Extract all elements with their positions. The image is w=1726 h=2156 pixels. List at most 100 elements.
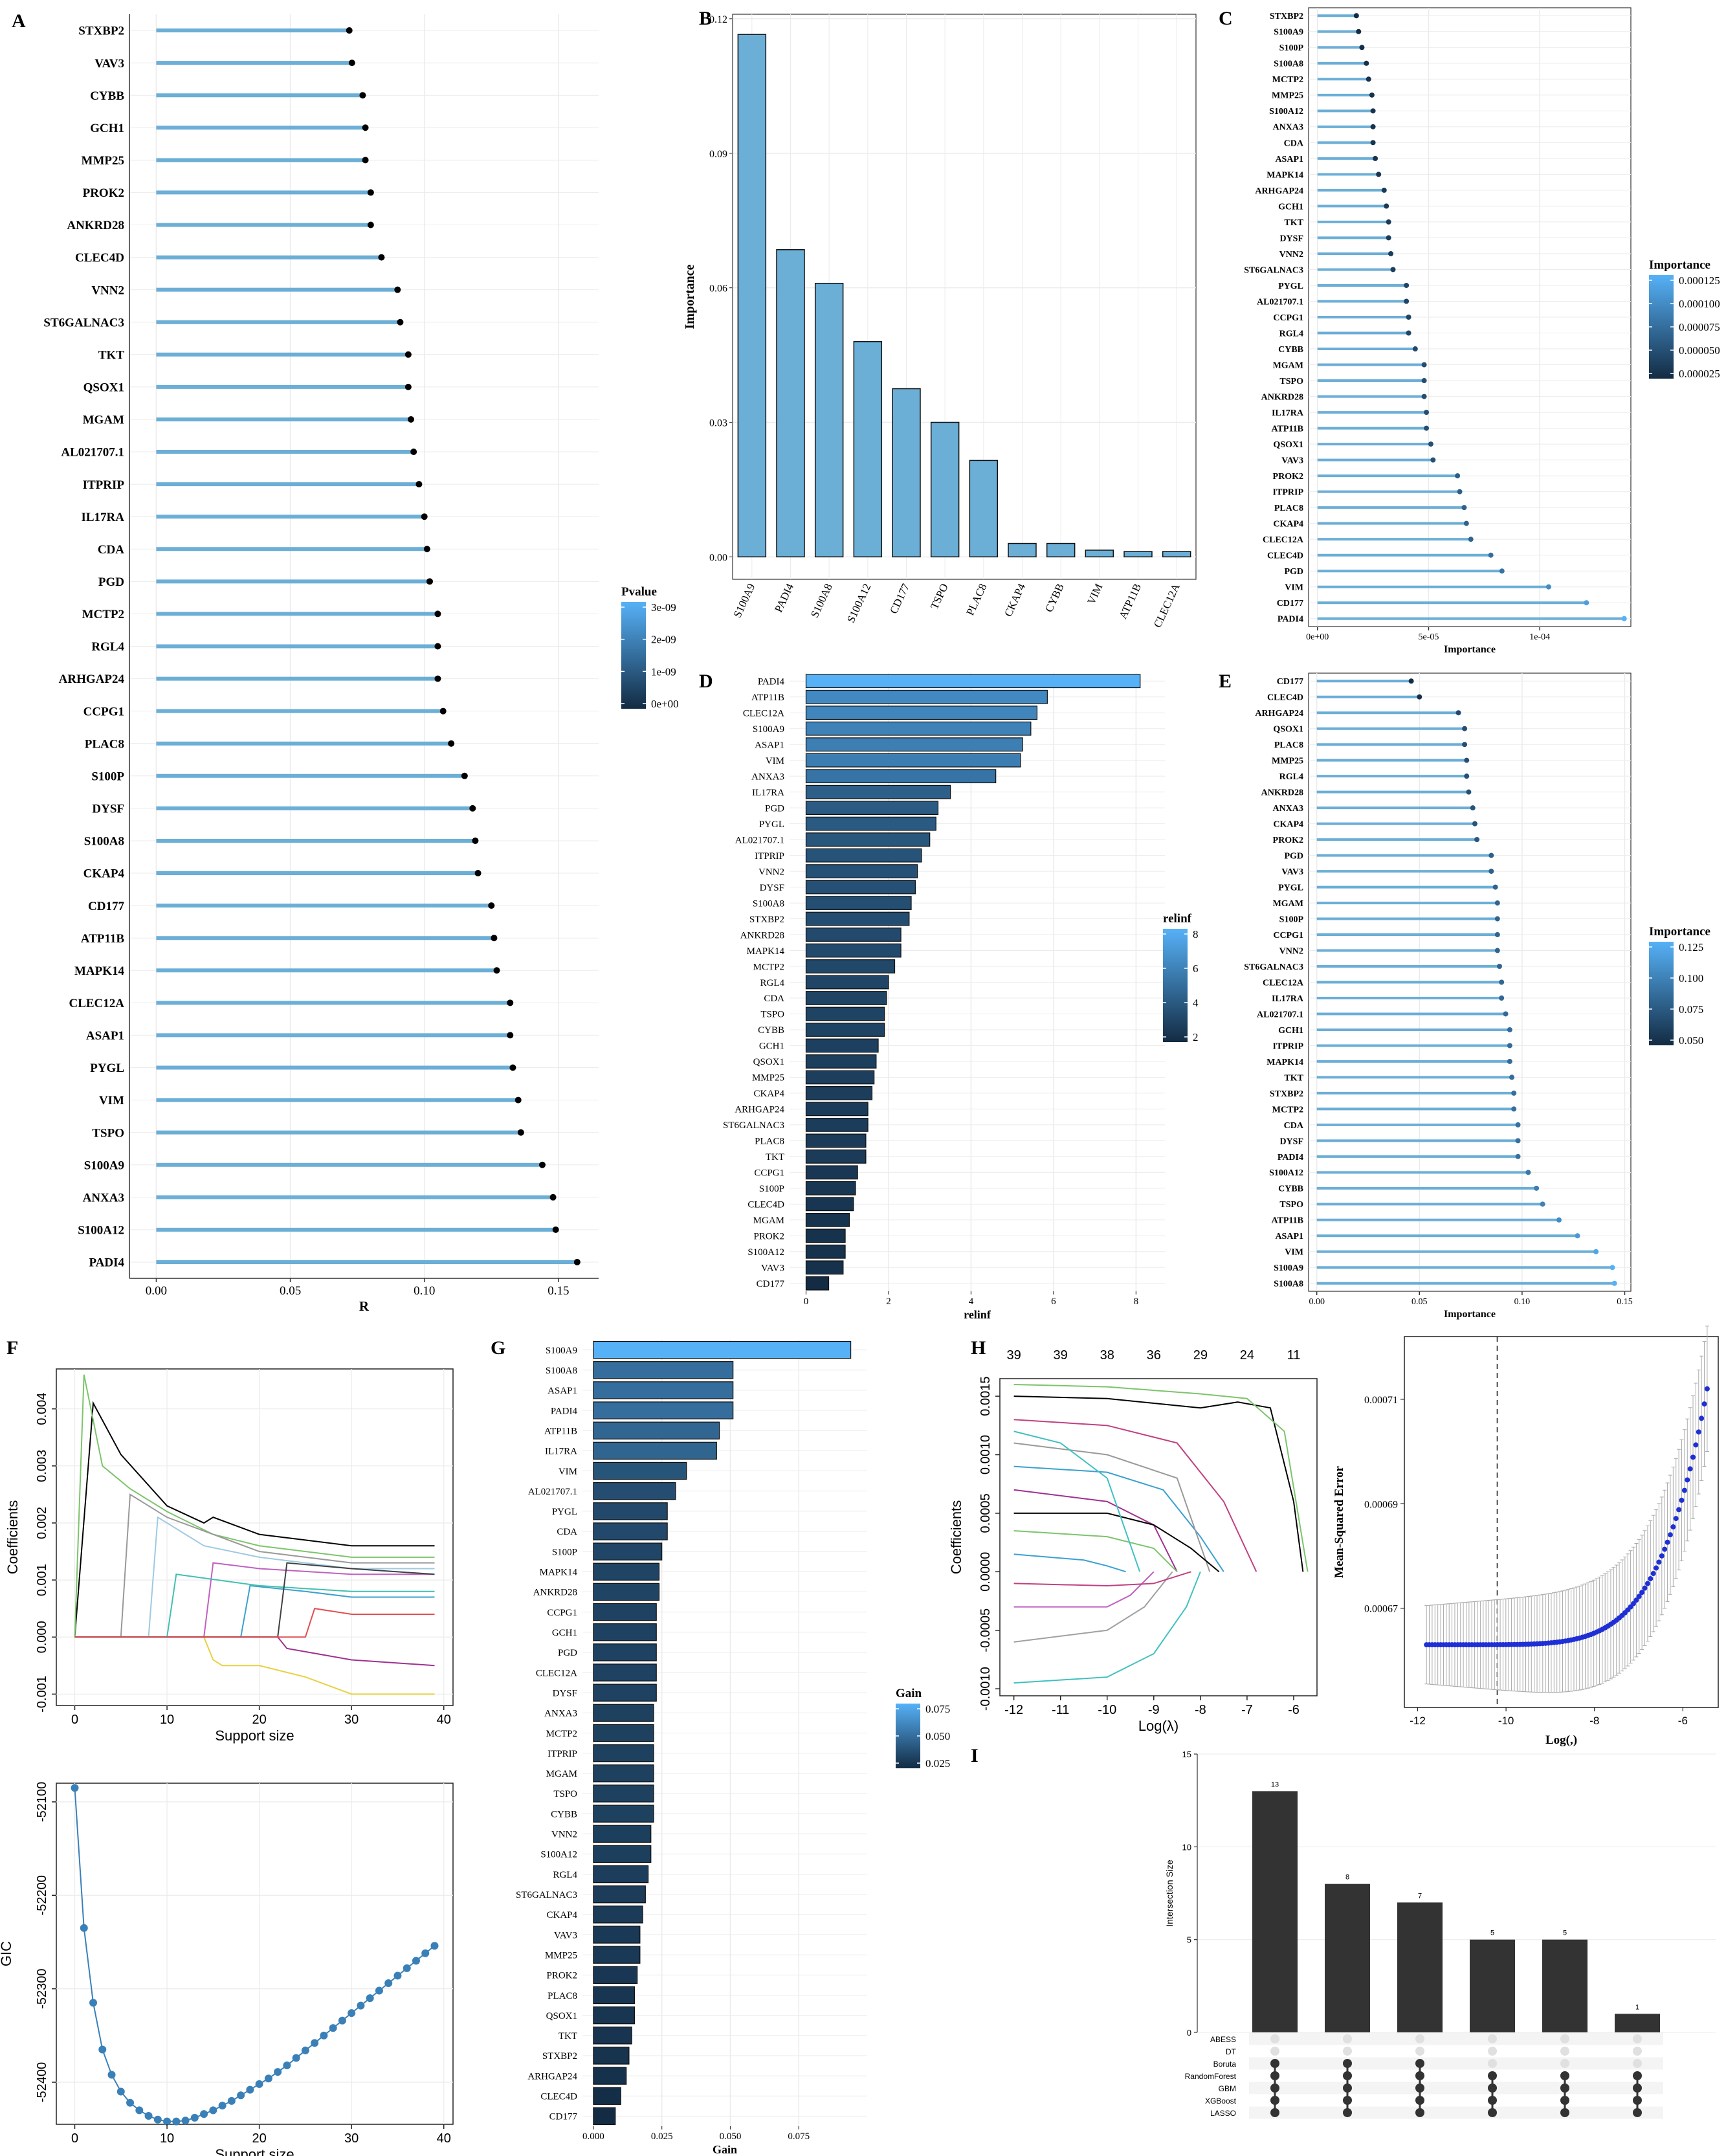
y-tick-label: PROK2	[1273, 836, 1303, 845]
y-tick-label: MCTP2	[753, 962, 784, 972]
lollipop-dot	[1384, 203, 1389, 209]
bar	[805, 1197, 854, 1212]
matrix-stripe	[1249, 2032, 1663, 2045]
lollipop-dot	[1353, 13, 1359, 19]
data-point	[1644, 1581, 1650, 1586]
lollipop-dot	[491, 935, 498, 942]
x-tick-label: 0e+00	[1306, 632, 1329, 642]
x-axis-title: Gain	[713, 2143, 737, 2156]
bar	[593, 1966, 638, 1984]
panel-letter: D	[699, 671, 713, 692]
lollipop-dot	[507, 1032, 514, 1039]
top-tick-label: 29	[1193, 1348, 1208, 1362]
top-tick-label: 36	[1147, 1348, 1161, 1362]
bar	[805, 801, 939, 816]
y-tick-label: PGD	[1284, 567, 1303, 577]
x-tick-label: TSPO	[928, 582, 951, 612]
x-tick-label: VIM	[1085, 582, 1105, 606]
panel-I: I 0 5 10 15 Intersection Size 13 8 7 5 5 1 ABESS DT Bo…	[971, 1745, 1716, 2119]
series-line	[1013, 1553, 1126, 1573]
lollipop-dot	[394, 286, 401, 293]
lollipop-dot	[1507, 1043, 1512, 1049]
bar	[593, 2047, 630, 2065]
lollipop-dot	[1545, 584, 1551, 590]
y-tick-label: PLAC8	[85, 737, 124, 751]
y-tick-label: PROK2	[1273, 472, 1303, 482]
y-tick-label: -52100	[35, 1782, 49, 1822]
y-tick-label: VIM	[99, 1094, 124, 1107]
matrix-dot	[1488, 2071, 1497, 2080]
x-tick-label: -11	[1052, 1703, 1069, 1717]
set-label: XGBoost	[1205, 2096, 1237, 2106]
x-tick-label: CLEC12A	[1151, 581, 1182, 630]
bar	[593, 1704, 654, 1722]
lollipop-dot	[426, 578, 433, 585]
lollipop-dot	[539, 1161, 546, 1168]
lollipop-dot	[1462, 726, 1468, 731]
y-tick-label: S100P	[91, 770, 124, 783]
series-line	[1013, 1419, 1257, 1572]
y-tick-label: S100A9	[84, 1159, 124, 1172]
bar	[814, 282, 844, 558]
y-tick-label: TSPO	[92, 1126, 124, 1140]
lollipop-dot	[1462, 742, 1468, 748]
y-tick-label: STXBP2	[78, 25, 124, 38]
y-tick-label: 0.00	[709, 552, 727, 563]
x-tick-label: 40	[437, 2131, 451, 2146]
data-point	[107, 2071, 116, 2079]
matrix-dot	[1633, 2084, 1642, 2093]
lollipop-dot	[1488, 869, 1494, 874]
bar	[805, 880, 916, 895]
y-tick-label: GCH1	[1278, 202, 1303, 212]
y-tick-label: DYSF	[1279, 234, 1303, 243]
y-tick-label: PADI4	[758, 676, 785, 687]
bar	[805, 1023, 885, 1037]
set-label: ABESS	[1210, 2035, 1236, 2044]
data-point	[283, 2062, 291, 2070]
matrix-dot	[1560, 2059, 1569, 2068]
y-tick-label: VNN2	[1279, 946, 1303, 956]
y-tick-label: 0.03	[709, 418, 727, 429]
x-tick-label: 6	[1051, 1296, 1056, 1307]
x-tick-label: CKAP4	[1002, 581, 1028, 618]
bar	[805, 848, 922, 863]
matrix-dot	[1270, 2096, 1279, 2105]
y-tick-label: RGL4	[1279, 772, 1303, 782]
y-tick-label: CCPG1	[1273, 313, 1303, 323]
y-tick-label: VAV3	[1281, 867, 1303, 877]
lollipop-dot	[1404, 282, 1410, 288]
data-point	[1676, 1507, 1682, 1513]
lollipop-dot	[1472, 821, 1477, 827]
lollipop-dot	[367, 189, 374, 196]
top-tick-label: 39	[1054, 1348, 1068, 1362]
lollipop-dot	[472, 837, 479, 844]
x-tick-label: 0.050	[720, 2131, 742, 2142]
y-tick-label: ITPRIP	[755, 851, 784, 861]
data-point	[1693, 1442, 1699, 1448]
y-tick-label: CKAP4	[753, 1089, 784, 1099]
lollipop-dot	[1494, 948, 1500, 953]
y-tick-label: CD177	[757, 1279, 785, 1289]
data-point	[1673, 1516, 1679, 1522]
y-tick-label: TSPO	[760, 1010, 784, 1020]
bar	[805, 832, 931, 847]
bar	[805, 753, 1021, 768]
y-tick-label: MGAM	[1273, 361, 1303, 370]
y-tick-label: ST6GALNAC3	[516, 1890, 577, 1900]
bar	[805, 784, 951, 799]
bar	[805, 1086, 873, 1100]
data-label: 1	[1635, 2003, 1639, 2011]
data-point	[338, 2016, 346, 2025]
lollipop-dot	[1455, 710, 1461, 716]
matrix-dot	[1488, 2047, 1497, 2056]
y-tick-label: AL021707.1	[1257, 297, 1303, 307]
y-axis-title: Coefficients	[5, 1500, 21, 1575]
x-axis-title: relinf	[964, 1308, 991, 1321]
y-tick-label: PROK2	[83, 186, 124, 200]
y-tick-label: ARHGAP24	[735, 1105, 784, 1115]
y-tick-label: ARHGAP24	[59, 672, 125, 686]
lollipop-dot	[1464, 757, 1470, 763]
top-tick-label: 39	[1006, 1348, 1021, 1362]
x-axis-title: Log(λ)	[1138, 1718, 1178, 1734]
x-tick-label: 40	[437, 1713, 451, 1727]
